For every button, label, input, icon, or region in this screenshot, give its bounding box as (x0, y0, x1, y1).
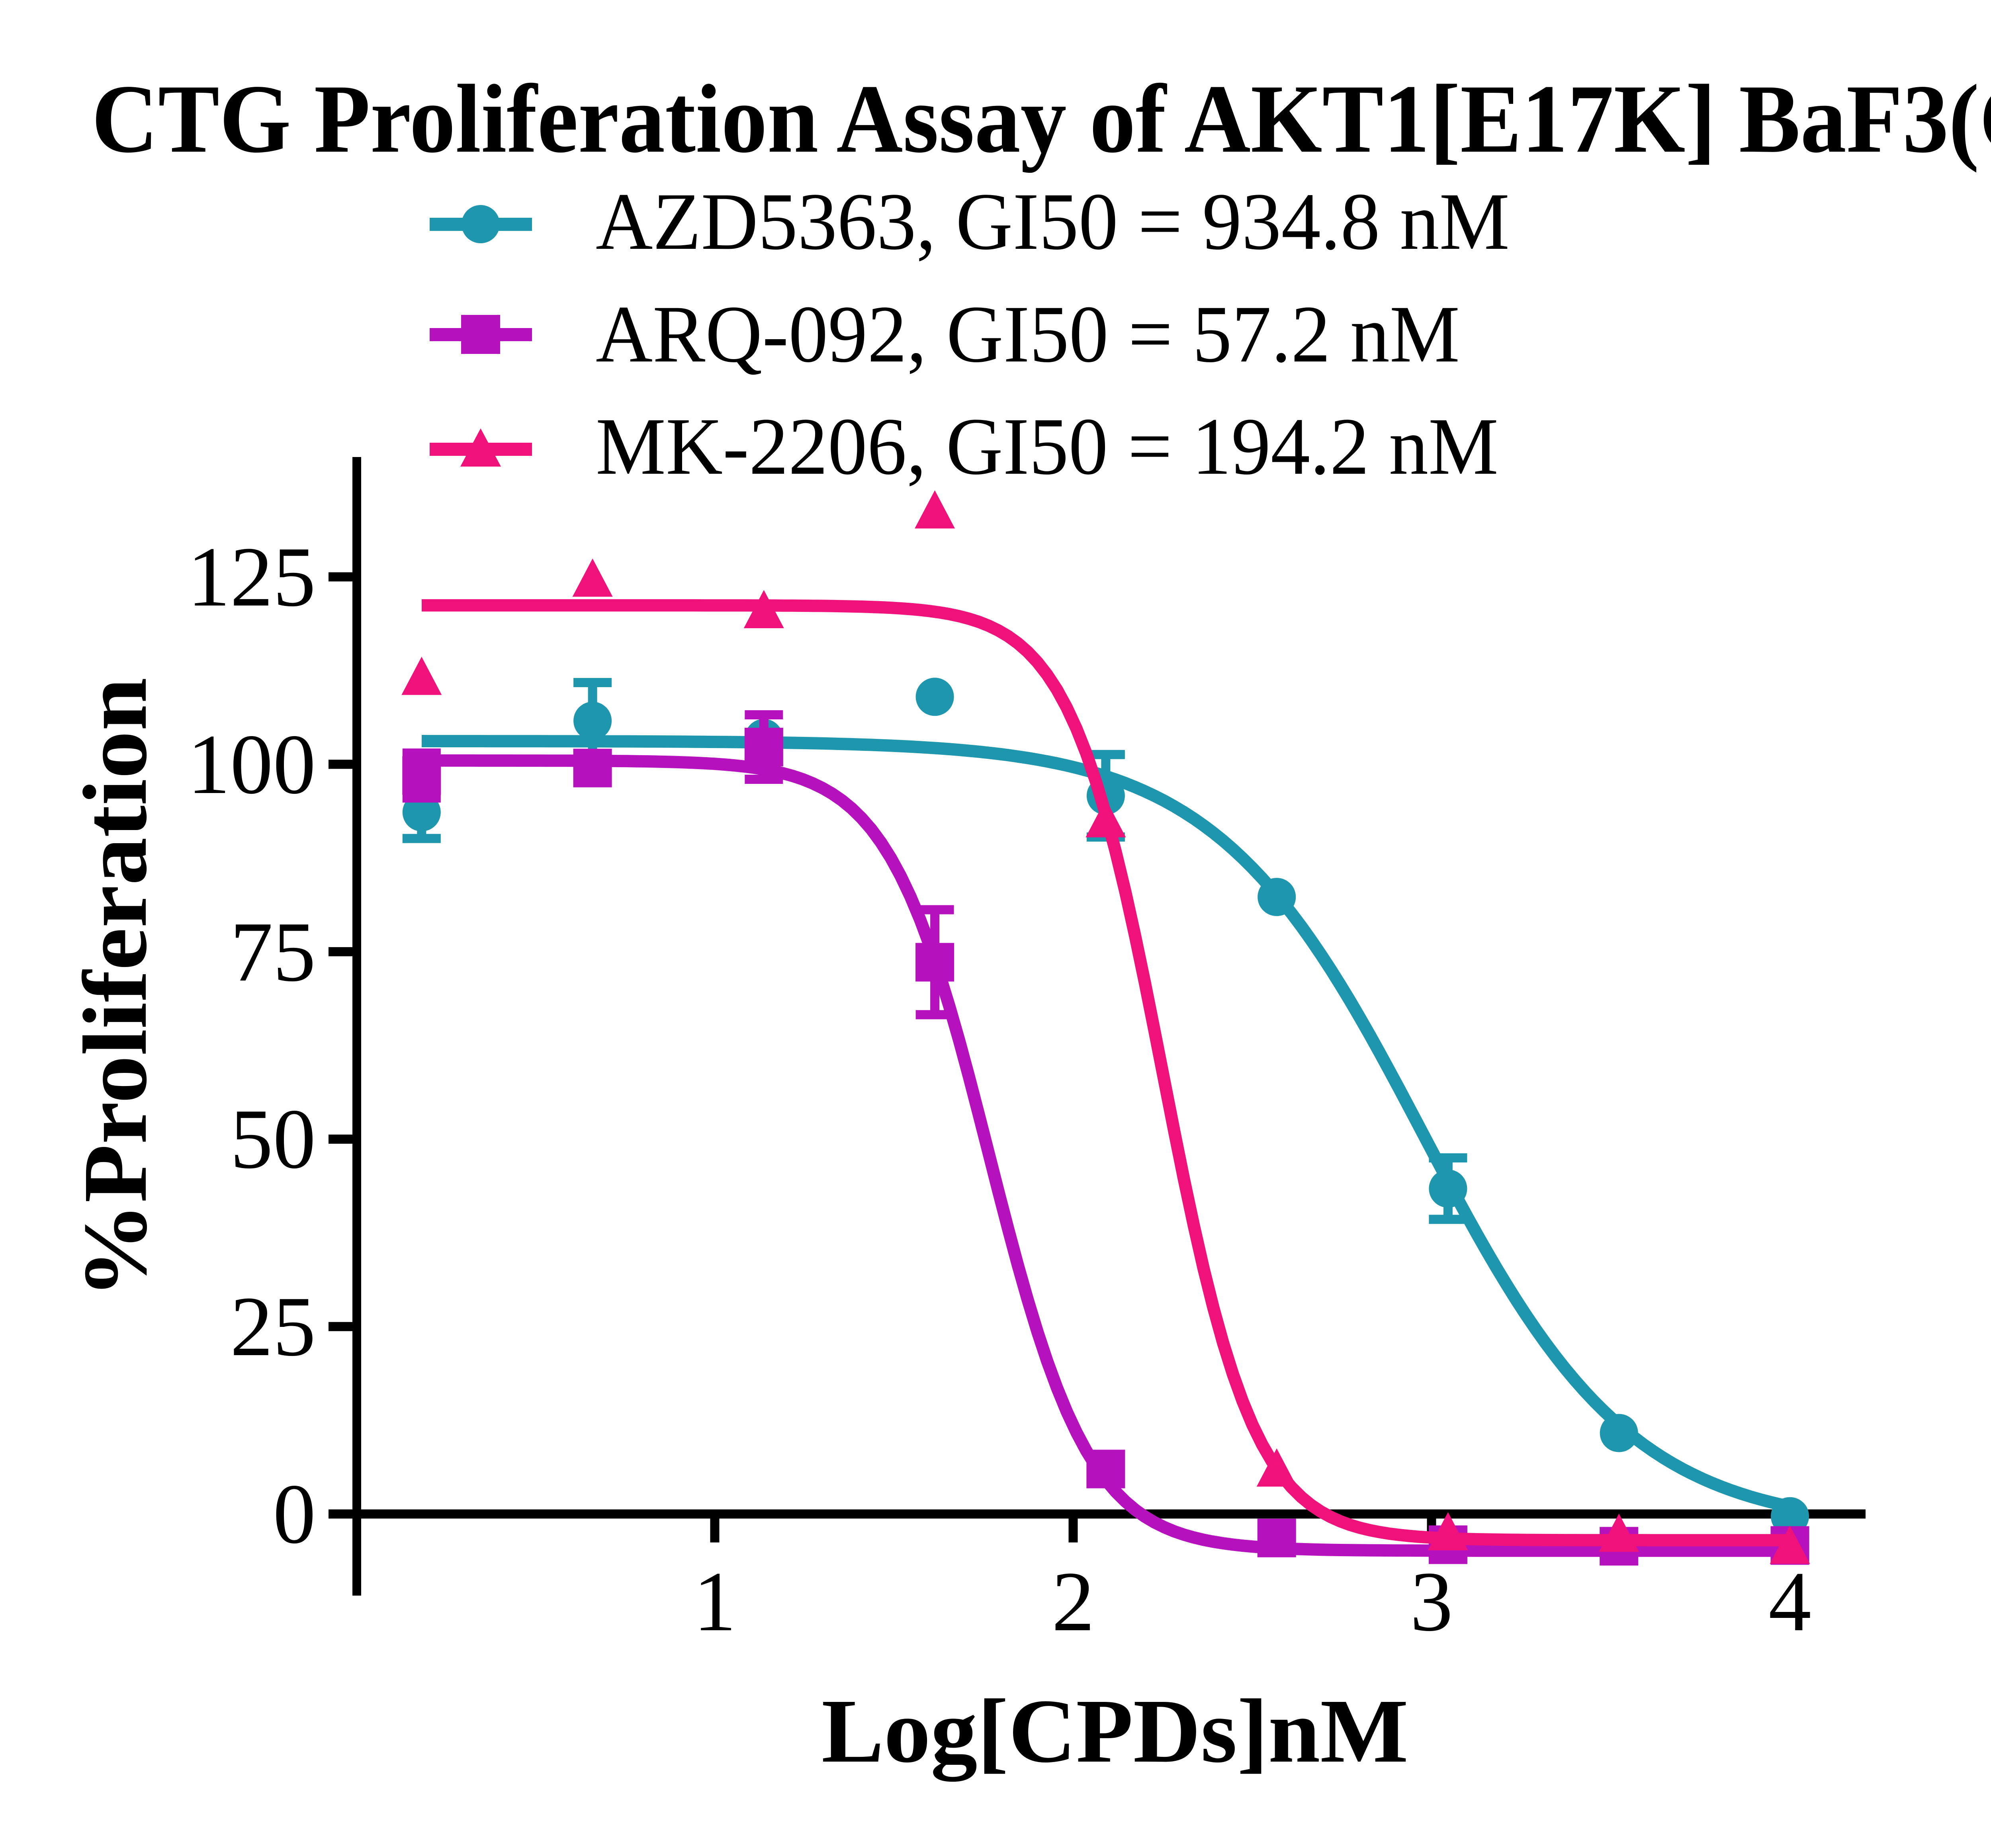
svg-text:75: 75 (230, 904, 316, 999)
svg-text:25: 25 (230, 1279, 316, 1374)
svg-text:50: 50 (230, 1091, 316, 1186)
svg-text:1: 1 (693, 1554, 736, 1649)
svg-text:Log[CPDs]nM: Log[CPDs]nM (821, 1680, 1408, 1782)
svg-text:%Proliferation: %Proliferation (65, 678, 166, 1299)
svg-text:3: 3 (1410, 1554, 1453, 1649)
svg-text:ARQ-092, GI50 = 57.2 nM: ARQ-092, GI50 = 57.2 nM (596, 289, 1460, 379)
svg-text:125: 125 (188, 529, 316, 624)
svg-text:MK-2206, GI50 = 194.2 nM: MK-2206, GI50 = 194.2 nM (596, 401, 1498, 492)
svg-text:4: 4 (1768, 1554, 1811, 1649)
svg-text:2: 2 (1052, 1554, 1095, 1649)
svg-text:100: 100 (188, 717, 316, 812)
svg-text:AZD5363, GI50 = 934.8 nM: AZD5363, GI50 = 934.8 nM (596, 176, 1510, 267)
svg-text:CTG Proliferation Assay of AKT: CTG Proliferation Assay of AKT1[E17K] Ba… (92, 65, 1991, 173)
svg-text:0: 0 (273, 1466, 316, 1561)
